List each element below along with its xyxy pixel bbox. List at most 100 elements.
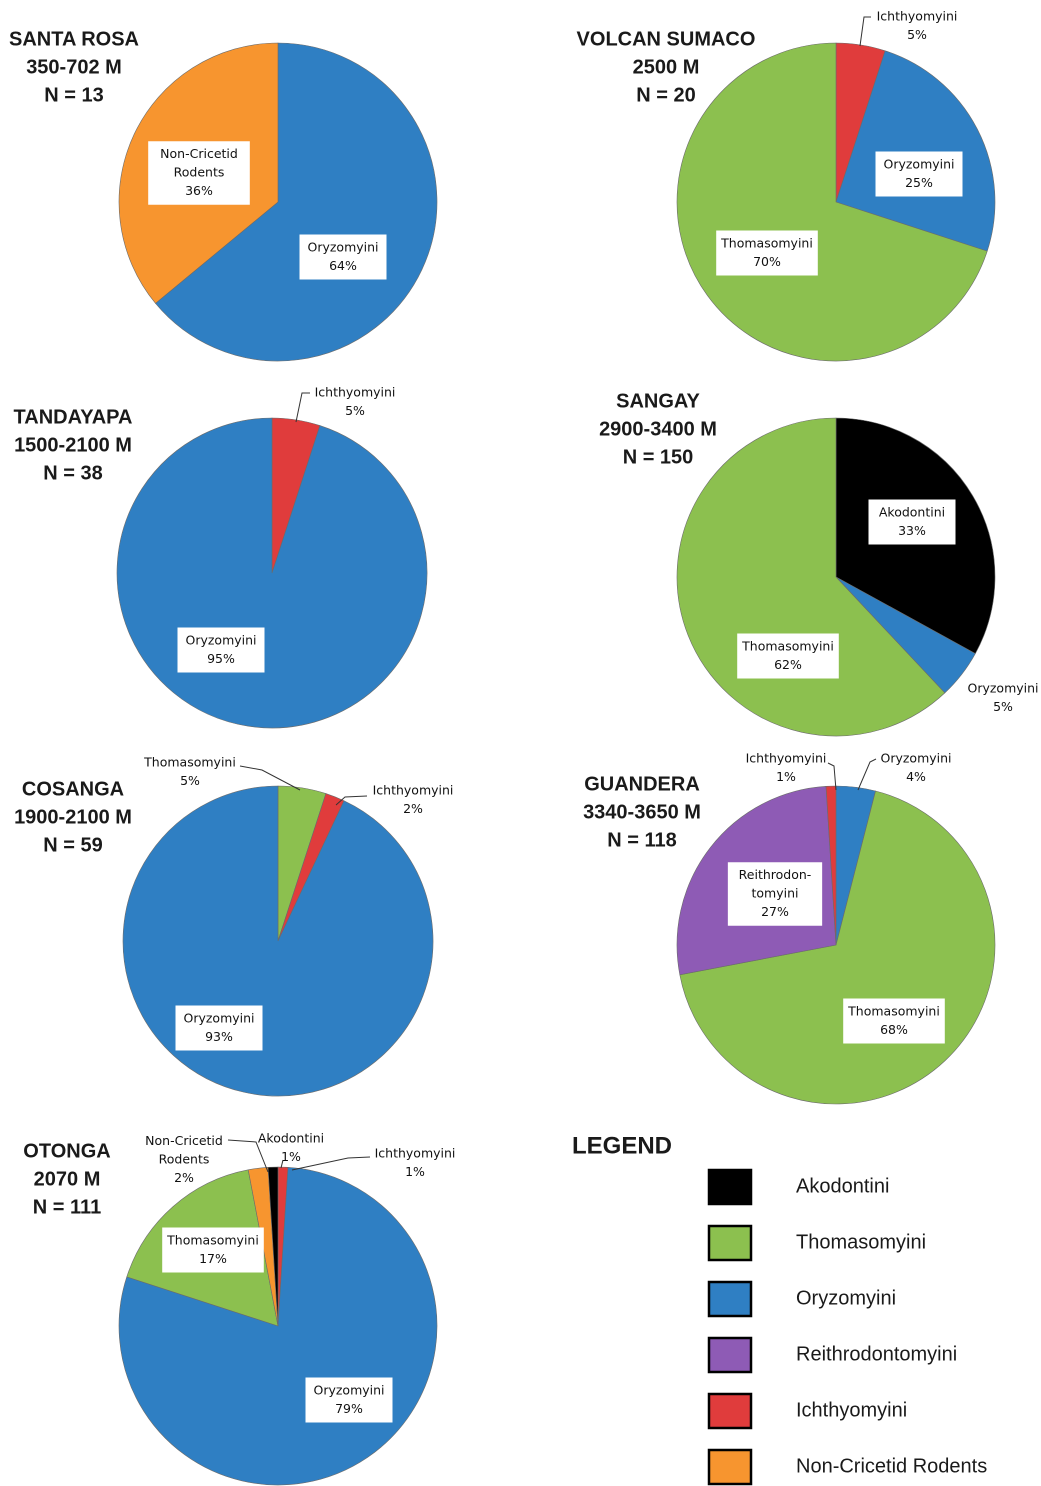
legend-label: Thomasomyini (796, 1231, 926, 1253)
slice-label-akodontini: Akodontini 1% (258, 1130, 324, 1169)
slice-label-ichthyomyini: Ichthyomyini 1% (746, 750, 837, 791)
slice-label-text: Oryzomyini (967, 680, 1038, 695)
chart-title-line: TANDAYAPA (14, 406, 133, 428)
slice-label-text: Oryzomyini (313, 1382, 384, 1397)
slice-label-text: Oryzomyini (185, 632, 256, 647)
pie-slice-oryzomyini (122, 785, 434, 1097)
pie-chart-tandayapa: TANDAYAPA 1500-2100 M N = 38 Ichthyomyini 5%… (14, 384, 428, 729)
pie-chart-santa-rosa: SANTA ROSA 350-702 M N = 13 Oryzomyini 64% No… (9, 28, 438, 362)
slice-label-thomasomyini: Thomasomyini 5% (143, 754, 301, 791)
slice-label-text: Thomasomyini (166, 1232, 259, 1247)
legend-label: Ichthyomyini (796, 1399, 907, 1421)
leader-line (239, 765, 301, 791)
legend-label: Non-Cricetid Rodents (796, 1455, 987, 1477)
legend-swatch (707, 1224, 753, 1262)
slice-label-text: 5% (907, 27, 927, 42)
slice-label-box (727, 862, 823, 926)
slice-label-text: 27% (761, 904, 789, 919)
slice-label-thomasomyini: Thomasomyini 70% (716, 230, 818, 276)
slice-label-box (716, 230, 818, 276)
pie-chart-volcan-sumaco: VOLCAN SUMACO 2500 M N = 20 Oryzomyini 25% Th… (577, 8, 996, 362)
chart-title-line: 2900-3400 M (599, 418, 717, 440)
pie-slice-akodontini (267, 1166, 279, 1327)
slice-label-text: 36% (185, 183, 213, 198)
chart-title-line: 3340-3650 M (583, 801, 701, 823)
slice-label-reithrodontomyini: Reithrodon-tomyini 27% (727, 862, 823, 926)
slice-label-oryzomyini: Oryzomyini 5% (967, 680, 1038, 714)
slice-label-text: Oryzomyini (183, 1010, 254, 1025)
slice-label-text: 1% (281, 1149, 301, 1164)
pie-chart-guandera: GUANDERA 3340-3650 M N = 118 Oryzomyini 4% Th… (583, 750, 996, 1105)
slice-label-oryzomyini: Oryzomyini 4% (857, 750, 952, 791)
slice-label-box (177, 627, 265, 673)
pie-chart-cosanga: COSANGA 1900-2100 M N = 59 Thomasomyini 5% Ic… (14, 754, 454, 1097)
slice-label-text: 70% (753, 254, 781, 269)
slice-label-oryzomyini: Oryzomyini 64% (299, 234, 387, 280)
slice-label-text: 93% (205, 1029, 233, 1044)
slice-label-text: Ichthyomyini (373, 782, 454, 797)
legend-label: Oryzomyini (796, 1287, 896, 1309)
slice-label-oryzomyini: Oryzomyini 79% (305, 1377, 393, 1423)
pie-slice-oryzomyini (155, 42, 438, 362)
slice-label-text: 5% (345, 403, 365, 418)
slice-label-thomasomyini: Thomasomyini 62% (737, 633, 839, 679)
legend-swatch (707, 1448, 753, 1486)
slice-label-text: Akodontini (258, 1130, 324, 1145)
slice-label-akodontini: Akodontini 33% (868, 499, 956, 545)
slice-label-text: Oryzomyini (307, 239, 378, 254)
chart-title-line: SANTA ROSA (9, 28, 139, 50)
pie-slice-oryzomyini (116, 417, 428, 729)
chart-title-line: 350-702 M (26, 56, 122, 78)
legend-label: Akodontini (796, 1175, 889, 1197)
chart-title-line: N = 13 (44, 84, 103, 106)
slice-label-text: Non-Cricetid (145, 1133, 223, 1148)
legend-item-oryzomyini: Oryzomyini (707, 1280, 896, 1318)
slice-label-text: 1% (776, 769, 796, 784)
chart-title-line: N = 118 (607, 829, 677, 851)
slice-label-thomasomyini: Thomasomyini 17% (162, 1227, 264, 1273)
slice-label-text: 5% (993, 699, 1013, 714)
slice-label-oryzomyini: Oryzomyini 95% (177, 627, 265, 673)
chart-title-line: OTONGA (23, 1140, 110, 1162)
legend-title: LEGEND (572, 1132, 672, 1159)
slice-label-text: Oryzomyini (883, 156, 954, 171)
slice-label-text: 1% (405, 1164, 425, 1179)
slice-label-box (737, 633, 839, 679)
slice-label-text: Ichthyomyini (375, 1145, 456, 1160)
slice-label-text: 68% (880, 1022, 908, 1037)
chart-title-line: VOLCAN SUMACO (577, 28, 756, 50)
slice-label-text: 62% (774, 657, 802, 672)
legend-item-thomasomyini: Thomasomyini (707, 1224, 926, 1262)
chart-title-line: 1900-2100 M (14, 806, 132, 828)
slice-label-text: Ichthyomyini (746, 750, 827, 765)
chart-title-line: 1500-2100 M (14, 434, 132, 456)
chart-title-line: N = 150 (623, 446, 694, 468)
slice-label-text: 2% (403, 801, 423, 816)
legend-swatch (707, 1336, 753, 1374)
slice-label-text: 5% (180, 773, 200, 788)
leader-line (857, 758, 877, 791)
slice-label-text: 95% (207, 651, 235, 666)
slice-label-text: Ichthyomyini (877, 8, 958, 23)
legend-item-akodontini: Akodontini (707, 1168, 889, 1206)
chart-title-line: COSANGA (22, 778, 124, 800)
slice-label-text: Non-Cricetid (160, 146, 238, 161)
slice-label-text: Thomasomyini (720, 235, 813, 250)
slice-label-box (299, 234, 387, 280)
slice-label-text: Ichthyomyini (315, 384, 396, 399)
slice-label-non-cricetid-rodents: Non-Cricetid Rodents 36% (148, 141, 250, 205)
legend: LEGEND Akodontini Thomasomyini Oryzomyini Re… (572, 1132, 987, 1486)
slice-label-oryzomyini: Oryzomyini 93% (175, 1005, 263, 1051)
chart-title-line: SANGAY (616, 390, 700, 412)
slice-label-oryzomyini: Oryzomyini 25% (875, 151, 963, 197)
leader-line (295, 392, 310, 423)
pie-chart-sangay: SANGAY 2900-3400 M N = 150 Akodontini 33% Ory… (599, 390, 1039, 737)
slice-label-non-cricetid-rodents: Non-Cricetid Rodents 2% (145, 1133, 269, 1185)
chart-title-line: N = 38 (43, 462, 102, 484)
pie-slice-oryzomyini (835, 50, 996, 252)
slice-label-ichthyomyini: Ichthyomyini 5% (859, 8, 958, 47)
slice-label-text: Rodents (174, 165, 225, 180)
slice-label-text: Oryzomyini (880, 750, 951, 765)
legend-swatch (707, 1280, 753, 1318)
